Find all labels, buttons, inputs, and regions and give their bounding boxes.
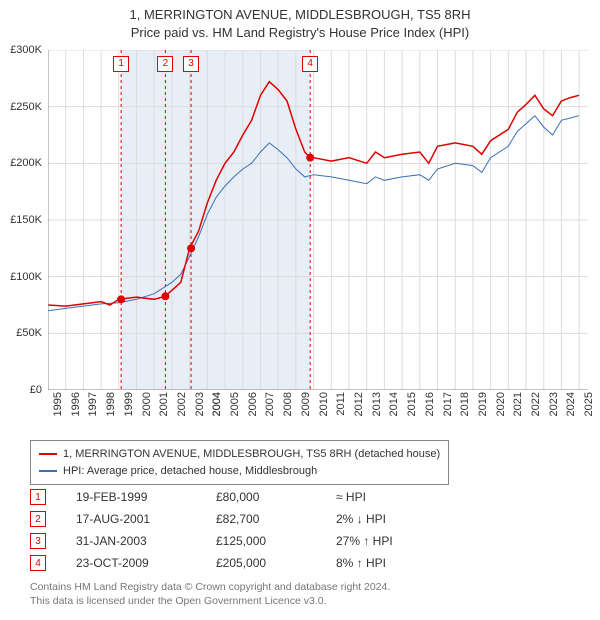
legend-item: HPI: Average price, detached house, Midd… — [39, 463, 440, 480]
x-tick-label: 1995 — [52, 392, 64, 416]
x-tick-label: 2006 — [247, 392, 259, 416]
sale-marker-4: 4 — [302, 56, 318, 72]
x-tick-label: 1999 — [123, 392, 135, 416]
sale-price: £205,000 — [216, 556, 336, 570]
legend-swatch — [39, 453, 57, 455]
legend-label: 1, MERRINGTON AVENUE, MIDDLESBROUGH, TS5… — [63, 446, 440, 463]
x-tick-label: 1997 — [87, 392, 99, 416]
x-tick-label: 2000 — [141, 392, 153, 416]
x-tick-label: 2022 — [530, 392, 542, 416]
legend-item: 1, MERRINGTON AVENUE, MIDDLESBROUGH, TS5… — [39, 446, 440, 463]
x-tick-label: 2002 — [176, 392, 188, 416]
sale-date: 17-AUG-2001 — [76, 512, 216, 526]
chart-svg — [48, 50, 588, 390]
x-tick-label: 2019 — [477, 392, 489, 416]
legend-label: HPI: Average price, detached house, Midd… — [63, 463, 317, 480]
y-tick-label: £200K — [10, 157, 42, 169]
y-tick-label: £150K — [10, 214, 42, 226]
y-tick-label: £300K — [10, 44, 42, 56]
sale-number-box: 4 — [30, 555, 46, 571]
footer-line-2: This data is licensed under the Open Gov… — [30, 594, 390, 608]
sale-row: 4 23-OCT-2009£205,0008% ↑ HPI — [30, 552, 393, 574]
footer-line-1: Contains HM Land Registry data © Crown c… — [30, 580, 390, 594]
sale-marker-3: 3 — [183, 56, 199, 72]
sale-row: 2 17-AUG-2001£82,7002% ↓ HPI — [30, 508, 393, 530]
x-tick-label: 2018 — [459, 392, 471, 416]
sale-comparison: 27% ↑ HPI — [336, 534, 393, 548]
title-line-2: Price paid vs. HM Land Registry's House … — [0, 24, 600, 42]
sale-price: £80,000 — [216, 490, 336, 504]
sale-row: 1 19-FEB-1999£80,000≈ HPI — [30, 486, 393, 508]
x-tick-label: 2003 — [194, 392, 206, 416]
y-tick-label: £50K — [16, 327, 42, 339]
x-tick-label: 2004 — [211, 392, 223, 416]
sale-date: 23-OCT-2009 — [76, 556, 216, 570]
x-tick-label: 2011 — [335, 392, 347, 416]
sale-comparison: 8% ↑ HPI — [336, 556, 386, 570]
chart-container: 1, MERRINGTON AVENUE, MIDDLESBROUGH, TS5… — [0, 0, 600, 620]
x-tick-label: 2005 — [229, 392, 241, 416]
x-axis: 1995 1996 1997 1998 1999 2000 2001 2002 2003 2004… — [48, 390, 588, 430]
x-tick-label: 2023 — [548, 392, 560, 416]
sale-comparison: 2% ↓ HPI — [336, 512, 386, 526]
sale-price: £125,000 — [216, 534, 336, 548]
x-tick-label: 2014 — [388, 392, 400, 416]
x-tick-label: 2012 — [353, 392, 365, 416]
sale-comparison: ≈ HPI — [336, 490, 366, 504]
y-axis: £0£50K£100K£150K£200K£250K£300K — [0, 50, 45, 390]
x-tick-label: 2016 — [424, 392, 436, 416]
y-tick-label: £0 — [30, 384, 42, 396]
x-tick-label: 2021 — [512, 392, 524, 416]
sale-date: 31-JAN-2003 — [76, 534, 216, 548]
sale-marker-2: 2 — [157, 56, 173, 72]
x-tick-label: 2013 — [371, 392, 383, 416]
y-tick-label: £250K — [10, 101, 42, 113]
y-tick-label: £100K — [10, 271, 42, 283]
sales-table: 1 19-FEB-1999£80,000≈ HPI 2 17-AUG-2001£82,… — [30, 486, 393, 574]
sale-price: £82,700 — [216, 512, 336, 526]
x-tick-label: 2020 — [495, 392, 507, 416]
x-tick-label: 2025 — [583, 392, 595, 416]
footer: Contains HM Land Registry data © Crown c… — [30, 580, 390, 608]
x-tick-label: 2017 — [442, 392, 454, 416]
sale-row: 3 31-JAN-2003£125,00027% ↑ HPI — [30, 530, 393, 552]
chart-plot-area: 1 23 4 — [48, 50, 588, 430]
legend-swatch — [39, 470, 57, 472]
x-tick-label: 2001 — [158, 392, 170, 416]
sale-marker-1: 1 — [113, 56, 129, 72]
sale-date: 19-FEB-1999 — [76, 490, 216, 504]
x-tick-label: 2007 — [264, 392, 276, 416]
sale-number-box: 3 — [30, 533, 46, 549]
sale-number-box: 2 — [30, 511, 46, 527]
x-tick-label: 2015 — [406, 392, 418, 416]
x-tick-label: 1998 — [105, 392, 117, 416]
x-tick-label: 2024 — [565, 392, 577, 416]
legend: 1, MERRINGTON AVENUE, MIDDLESBROUGH, TS5… — [30, 440, 449, 485]
title-line-1: 1, MERRINGTON AVENUE, MIDDLESBROUGH, TS5… — [0, 6, 600, 24]
sale-number-box: 1 — [30, 489, 46, 505]
x-tick-label: 2010 — [318, 392, 330, 416]
x-tick-label: 1996 — [70, 392, 82, 416]
x-tick-label: 2009 — [300, 392, 312, 416]
title-block: 1, MERRINGTON AVENUE, MIDDLESBROUGH, TS5… — [0, 0, 600, 41]
x-tick-label: 2008 — [282, 392, 294, 416]
